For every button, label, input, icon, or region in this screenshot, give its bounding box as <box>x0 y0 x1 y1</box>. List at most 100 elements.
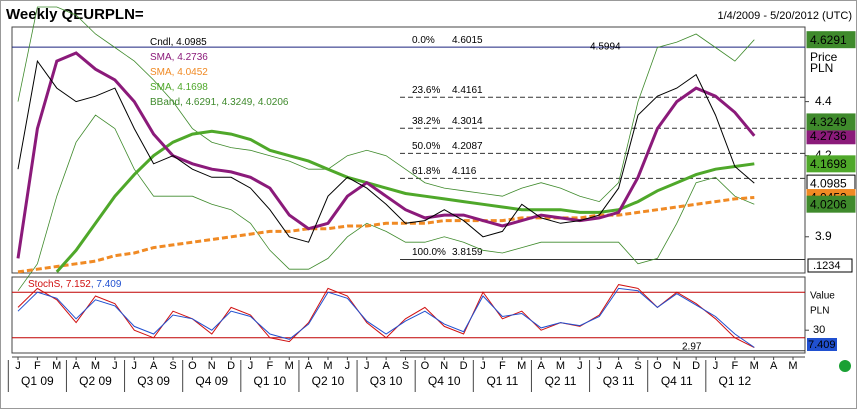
legend-entry: SMA, 4.0452 <box>150 67 208 78</box>
x-tick-label: D <box>692 360 700 372</box>
x-tick-label: F <box>34 360 41 372</box>
quarter-label: Q2 11 <box>545 374 577 388</box>
fib-value-label: 4.3014 <box>452 116 483 127</box>
legend-value: 4.2736 <box>177 52 208 63</box>
stoch-panel <box>11 276 806 354</box>
legend-name: StochS <box>28 279 61 290</box>
x-tick-label: F <box>267 360 274 372</box>
legend-value: 7.152 <box>66 279 91 290</box>
legend-entry: StochS, 7.152, 7.409 <box>28 279 122 290</box>
value-box-label: 4.3249 <box>810 115 847 129</box>
legend-value: 4.0985 <box>176 37 207 48</box>
value-box-label: 4.1698 <box>810 157 847 171</box>
legend-name: SMA <box>150 67 172 78</box>
x-tick-label: A <box>537 360 545 372</box>
series-line <box>17 59 755 243</box>
legend-sep: , <box>172 67 178 78</box>
legend-name: Cndl <box>150 37 171 48</box>
fib-value-label: 4.6015 <box>452 35 483 46</box>
series-line <box>55 129 755 273</box>
x-tick-label: A <box>615 360 623 372</box>
x-tick-label: O <box>653 360 662 372</box>
y-axis-label: PLN <box>810 306 829 317</box>
quarter-label: Q2 10 <box>312 374 345 388</box>
x-tick-label: S <box>169 360 176 372</box>
value-box <box>806 113 856 131</box>
high-label: 4.5994 <box>590 41 621 52</box>
x-tick-label: J <box>597 360 603 372</box>
x-tick-label: J <box>248 360 254 372</box>
decimals-button[interactable] <box>807 258 853 273</box>
x-tick-label: A <box>305 360 313 372</box>
x-tick-label: M <box>91 360 100 372</box>
x-tick-label: J <box>713 360 719 372</box>
x-tick-label: M <box>323 360 332 372</box>
quarter-label: Q4 09 <box>195 374 228 388</box>
x-tick-label: M <box>788 360 797 372</box>
x-tick-label: S <box>634 360 641 372</box>
quarter-label: Q3 10 <box>370 374 403 388</box>
legend-sep: , <box>216 97 222 108</box>
stoch-line <box>17 287 755 348</box>
value-box-label: 4.0985 <box>810 176 847 190</box>
legend-name: BBand <box>150 97 180 108</box>
low-label: 2.97 <box>682 341 702 352</box>
status-indicator <box>839 360 851 372</box>
fib-level-label: 100.0% <box>412 247 446 258</box>
x-tick-label: M <box>750 360 759 372</box>
legend-value: 4.1698 <box>177 82 208 93</box>
series-line <box>17 196 755 274</box>
quarter-label: Q3 11 <box>603 374 635 388</box>
x-tick-label: J <box>15 360 21 372</box>
chart-subtitle: 1/4/2009 - 5/20/2012 (UTC) <box>717 10 852 22</box>
value-box <box>806 195 856 213</box>
decimals-button-label[interactable]: .1234 <box>813 260 841 272</box>
legend-sep: , <box>180 97 186 108</box>
x-tick-label: J <box>480 360 486 372</box>
x-tick-label: J <box>112 360 118 372</box>
x-tick-label: D <box>227 360 235 372</box>
quarter-label: Q1 10 <box>254 374 287 388</box>
legend-value: 4.6291 <box>186 97 217 108</box>
legend-sep: , <box>172 52 178 63</box>
fib-level-label: 50.0% <box>412 141 440 152</box>
x-tick-label: A <box>770 360 778 372</box>
fib-value-label: 4.116 <box>452 166 477 177</box>
value-box <box>806 155 856 173</box>
x-tick-label: M <box>285 360 294 372</box>
quarter-label: Q1 12 <box>719 374 752 388</box>
x-tick-label: A <box>72 360 80 372</box>
legend-name: SMA <box>150 82 172 93</box>
fib-value-label: 3.8159 <box>452 247 483 258</box>
x-tick-label: O <box>188 360 197 372</box>
legend-name: SMA <box>150 52 172 63</box>
quarter-label: Q2 09 <box>79 374 112 388</box>
legend-entry: SMA, 4.1698 <box>150 82 208 93</box>
y-tick-label: 3.9 <box>815 229 832 243</box>
legend-sep: , <box>171 37 177 48</box>
x-tick-label: O <box>421 360 430 372</box>
quarter-label: Q4 10 <box>428 374 461 388</box>
bband-lower <box>17 114 755 292</box>
fib-value-label: 4.2087 <box>452 141 483 152</box>
x-tick-label: M <box>52 360 61 372</box>
x-tick-label: N <box>673 360 681 372</box>
legend-entry: Cndl, 4.0985 <box>150 37 207 48</box>
x-tick-label: S <box>402 360 409 372</box>
y-axis-label: PLN <box>810 61 833 75</box>
fib-level-label: 0.0% <box>412 35 435 46</box>
series-line <box>16 51 756 259</box>
x-tick-label: M <box>556 360 565 372</box>
legend-value: 4.0452 <box>177 67 208 78</box>
fib-level-label: 61.8% <box>412 166 440 177</box>
x-tick-label: D <box>460 360 468 372</box>
legend-entry: SMA, 4.2736 <box>150 52 208 63</box>
x-tick-label: F <box>732 360 739 372</box>
value-box-label: 4.0206 <box>810 197 847 211</box>
x-tick-label: F <box>499 360 506 372</box>
x-tick-label: J <box>364 360 370 372</box>
y-axis-label: Value <box>810 291 835 302</box>
legend-sep: , <box>172 82 178 93</box>
quarter-label: Q1 09 <box>21 374 54 388</box>
